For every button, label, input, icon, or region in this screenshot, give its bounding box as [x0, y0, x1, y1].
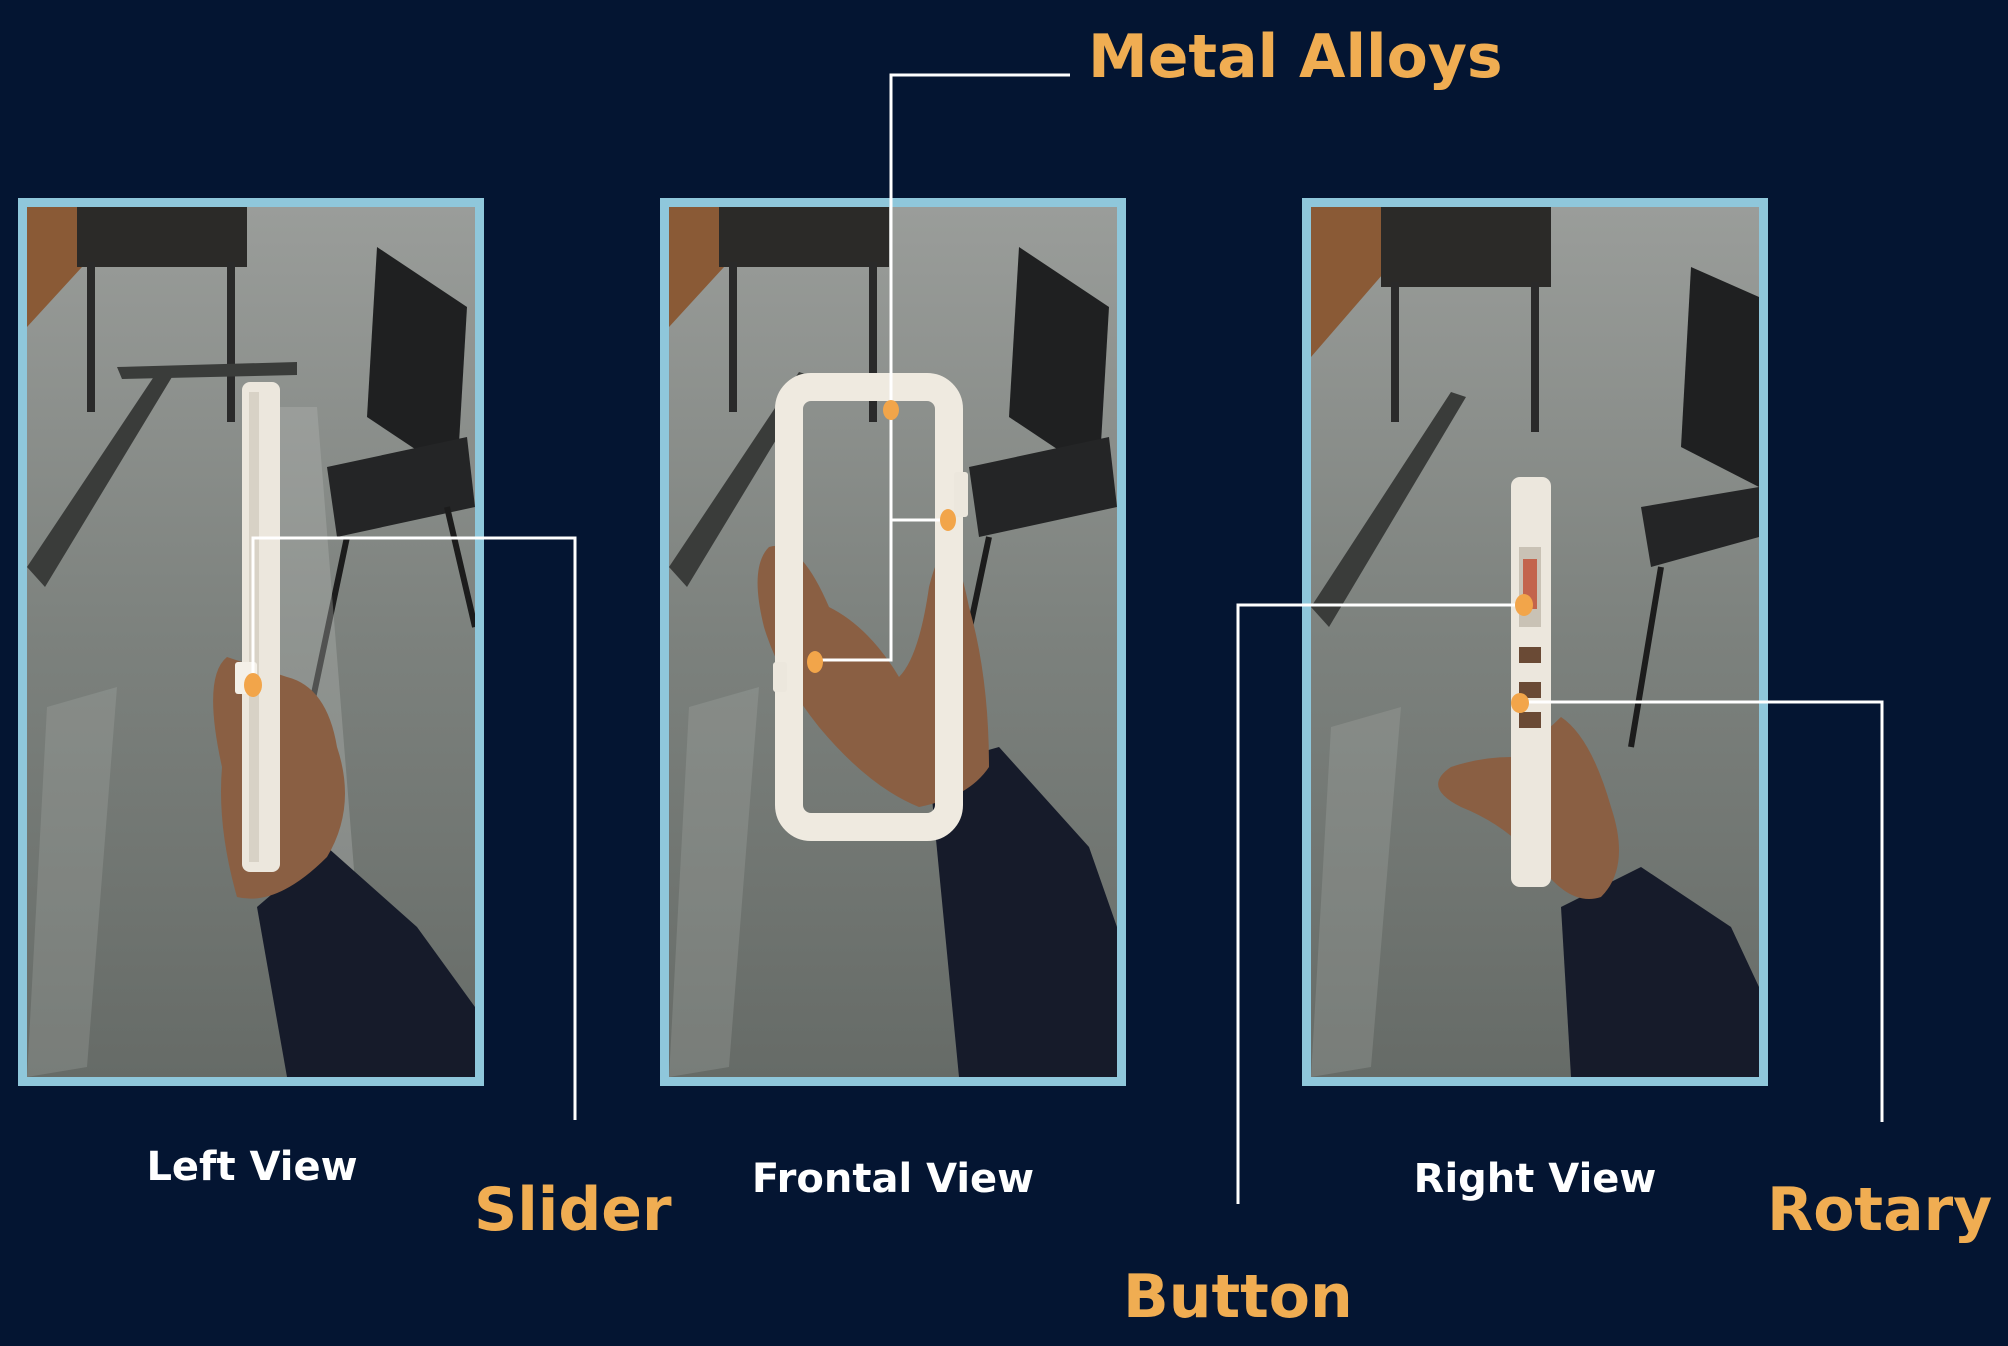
rotary-label: Rotary	[1767, 1175, 1993, 1245]
frontal-view-caption: Frontal View	[751, 1156, 1035, 1202]
right-view-photo	[1302, 198, 1768, 1086]
button-label: Button	[1123, 1262, 1353, 1332]
slider-label: Slider	[474, 1175, 672, 1245]
left-view-caption: Left View	[146, 1144, 358, 1190]
left-view-photo	[18, 198, 484, 1086]
metal-alloys-label: Metal Alloys	[1088, 22, 1503, 92]
right-view-caption: Right View	[1413, 1156, 1657, 1202]
frontal-view-photo	[660, 198, 1126, 1086]
